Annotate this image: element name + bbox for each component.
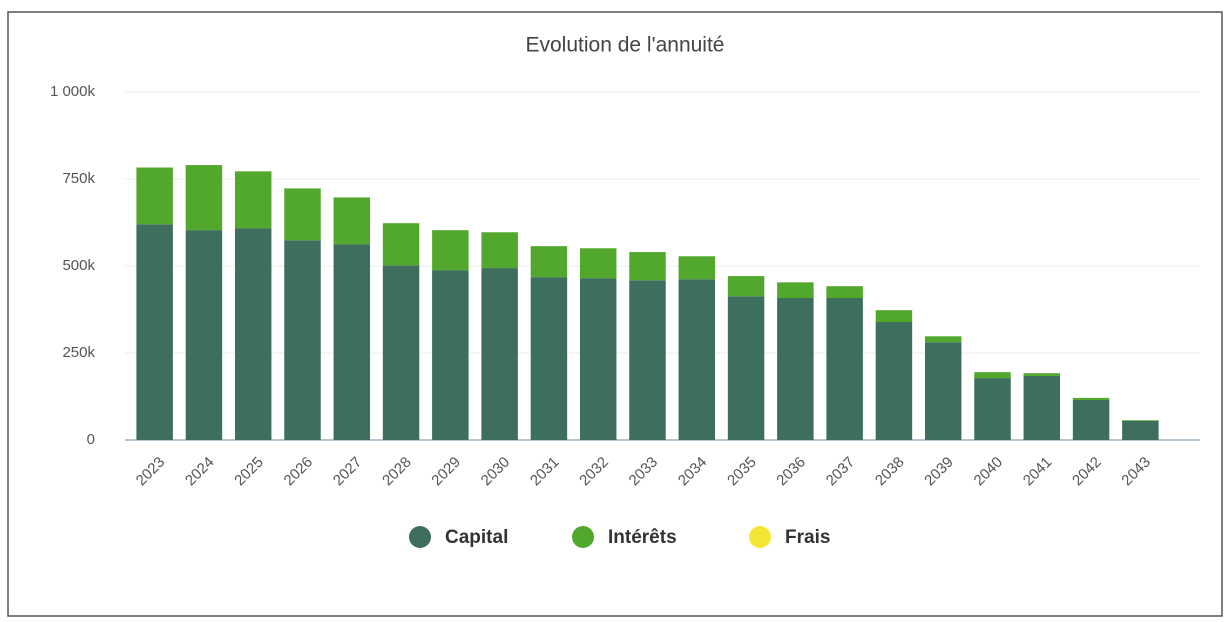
bar-segment	[333, 197, 371, 245]
y-tick-label: 0	[87, 431, 95, 448]
bar-segment	[432, 270, 469, 440]
bar-segment	[875, 310, 913, 323]
bar-segment	[382, 223, 420, 266]
chart-title: Evolution de l'annuité	[526, 34, 725, 57]
legend-marker	[409, 526, 431, 548]
y-tick-label: 500k	[62, 257, 95, 274]
legend-text: Frais	[785, 527, 830, 548]
bar-segment	[136, 167, 173, 225]
bar-segment	[185, 165, 223, 231]
bar-segment	[579, 278, 617, 440]
bar-segment	[924, 342, 962, 440]
bar-segment	[432, 230, 469, 271]
legend-marker	[749, 526, 771, 548]
bar-segment	[185, 230, 223, 440]
bar-segment	[1023, 375, 1061, 440]
y-tick-label: 250k	[62, 344, 95, 361]
bar-segment	[727, 296, 765, 440]
bar-segment	[333, 244, 371, 440]
bar-segment	[481, 232, 518, 269]
bar-segment	[826, 286, 863, 299]
bar-segment	[1072, 397, 1110, 400]
bar-segment	[1122, 420, 1159, 421]
bar-segment	[530, 246, 568, 278]
legend-text: Intérêts	[608, 527, 677, 548]
bar-segment	[284, 188, 321, 241]
bar-segment	[678, 279, 716, 440]
legend-text: Capital	[445, 527, 508, 548]
bar-segment	[777, 298, 814, 440]
bar-segment	[629, 252, 666, 281]
bar-segment	[1072, 399, 1110, 440]
bar-segment	[727, 276, 765, 297]
bar-segment	[284, 240, 321, 440]
legend-marker	[572, 526, 594, 548]
bar-segment	[678, 256, 716, 280]
bar-segment	[234, 171, 272, 229]
bar-segment	[826, 298, 863, 440]
bar-segment	[777, 282, 814, 299]
bar-segment	[382, 265, 420, 440]
bar-segment	[924, 336, 962, 343]
bar-segment	[875, 322, 913, 440]
y-tick-label: 1 000k	[50, 83, 96, 100]
bar-segment	[234, 228, 272, 440]
bar-segment	[974, 378, 1011, 440]
bar-segment	[481, 268, 518, 440]
bar-segment	[974, 372, 1011, 379]
bar-segment	[1122, 420, 1159, 440]
bar-segment	[629, 280, 666, 440]
bar-segment	[1023, 373, 1061, 376]
bar-segment	[579, 248, 617, 279]
y-tick-label: 750k	[62, 170, 95, 187]
bar-segment	[136, 224, 173, 440]
bar-segment	[530, 277, 568, 440]
